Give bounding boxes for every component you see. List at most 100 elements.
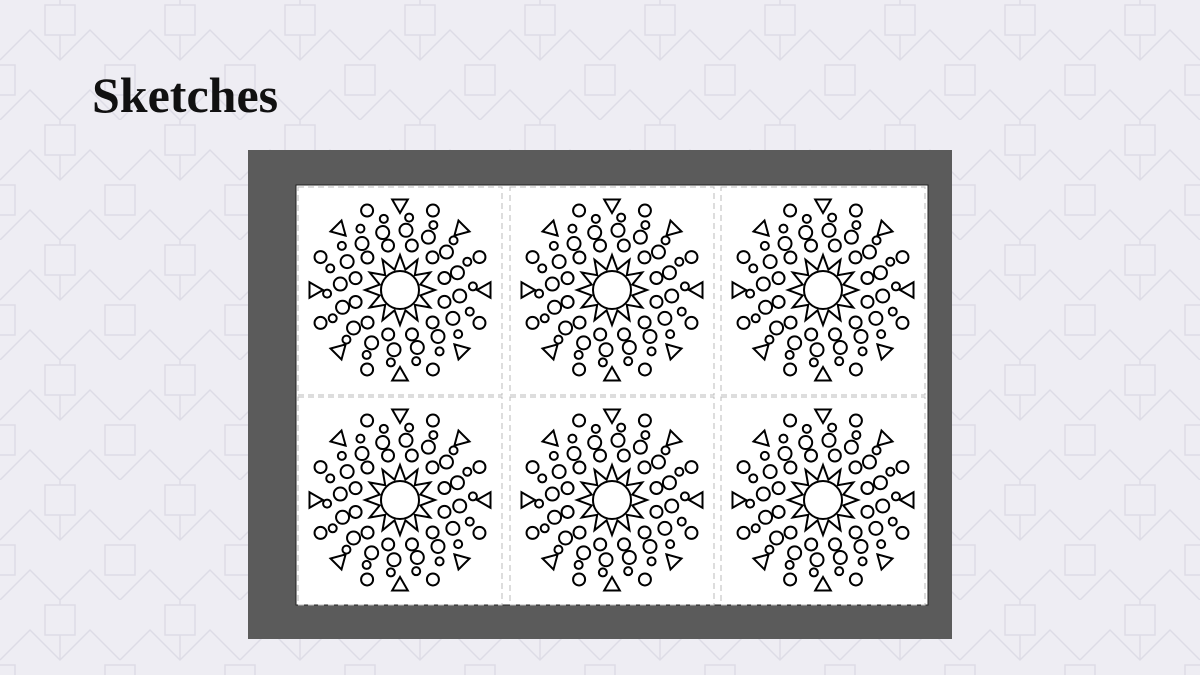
ring-circle bbox=[637, 362, 652, 377]
ring-circle bbox=[525, 315, 540, 330]
ring-triangle bbox=[875, 218, 895, 238]
ring-circle bbox=[525, 525, 540, 540]
ring-circle bbox=[762, 464, 778, 480]
tile-outline bbox=[509, 186, 715, 396]
ring-circle bbox=[637, 525, 652, 540]
ring-circle bbox=[857, 346, 868, 357]
ring-circle bbox=[853, 328, 869, 344]
ring-triangle bbox=[687, 280, 704, 300]
ring-circle bbox=[827, 448, 842, 463]
ring-circle bbox=[534, 498, 545, 509]
ring-circle bbox=[769, 320, 785, 336]
ring-circle bbox=[771, 504, 786, 519]
ring-circle bbox=[437, 481, 452, 496]
tile-outline bbox=[720, 396, 926, 606]
ring-circle bbox=[748, 263, 759, 274]
ring-triangle bbox=[731, 490, 748, 510]
ring-circle bbox=[759, 240, 770, 251]
ring-triangle bbox=[390, 408, 410, 425]
ring-circle bbox=[572, 362, 587, 377]
ring-circle bbox=[551, 254, 567, 270]
ring-circle bbox=[313, 460, 328, 475]
ring-circle bbox=[467, 491, 478, 502]
ring-circle bbox=[420, 229, 436, 245]
ring-circle bbox=[610, 432, 626, 448]
ring-triangle bbox=[452, 428, 472, 448]
ring-circle bbox=[437, 504, 452, 519]
ring-circle bbox=[745, 288, 756, 299]
star bbox=[574, 252, 650, 328]
ring-circle bbox=[640, 220, 651, 231]
ring-triangle bbox=[664, 428, 684, 448]
ring-circle bbox=[386, 342, 402, 358]
ring-circle bbox=[778, 223, 789, 234]
ring-circle bbox=[804, 238, 819, 253]
ring-circle bbox=[576, 335, 592, 351]
ring-circle bbox=[783, 250, 798, 265]
ring-circle bbox=[610, 222, 626, 238]
ring-circle bbox=[843, 439, 859, 455]
ring-circle bbox=[640, 430, 651, 441]
ring-circle bbox=[398, 222, 414, 238]
ring-circle bbox=[404, 537, 419, 552]
ring-circle bbox=[590, 423, 601, 434]
ring-circle bbox=[623, 356, 634, 367]
ring-circle bbox=[598, 342, 614, 358]
ring-circle bbox=[848, 315, 863, 330]
ring-circle bbox=[801, 423, 812, 434]
tile-outline bbox=[297, 396, 503, 606]
ring-circle bbox=[621, 339, 637, 355]
ring-circle bbox=[411, 566, 422, 577]
ring-circle bbox=[404, 238, 419, 253]
ring-circle bbox=[621, 549, 637, 565]
ring-circle bbox=[684, 250, 699, 265]
ring-circle bbox=[548, 240, 559, 251]
ring-circle bbox=[425, 362, 440, 377]
ring-circle bbox=[755, 276, 771, 292]
ring-circle bbox=[547, 509, 563, 525]
ring-circle bbox=[665, 539, 676, 550]
ring-circle bbox=[437, 294, 452, 309]
ring-triangle bbox=[390, 198, 410, 215]
ring-circle bbox=[649, 481, 664, 496]
center-circle bbox=[803, 270, 843, 310]
center-circle bbox=[380, 270, 420, 310]
ring-circle bbox=[632, 439, 648, 455]
ring-circle bbox=[657, 310, 673, 326]
ring-circle bbox=[348, 481, 363, 496]
ring-circle bbox=[623, 566, 634, 577]
ring-circle bbox=[649, 271, 664, 286]
ring-circle bbox=[360, 250, 375, 265]
ring-circle bbox=[464, 306, 475, 317]
ring-circle bbox=[860, 481, 875, 496]
ring-circle bbox=[339, 464, 355, 480]
ring-circle bbox=[462, 466, 473, 477]
ring-circle bbox=[895, 460, 910, 475]
ring-circle bbox=[378, 423, 389, 434]
ring-circle bbox=[736, 525, 751, 540]
ring-circle bbox=[834, 566, 845, 577]
star bbox=[785, 462, 861, 538]
ring-circle bbox=[472, 525, 487, 540]
ring-circle bbox=[679, 281, 690, 292]
ring-circle bbox=[573, 559, 584, 570]
ring-circle bbox=[642, 538, 658, 554]
center-circle bbox=[592, 270, 632, 310]
mandala-tile bbox=[297, 396, 503, 606]
ring-circle bbox=[355, 433, 366, 444]
ring-circle bbox=[809, 552, 825, 568]
ring-circle bbox=[834, 356, 845, 367]
ring-circle bbox=[895, 250, 910, 265]
ring-circle bbox=[876, 329, 887, 340]
ring-circle bbox=[783, 525, 798, 540]
ring-circle bbox=[346, 320, 362, 336]
ring-circle bbox=[525, 250, 540, 265]
ring-circle bbox=[736, 250, 751, 265]
ring-circle bbox=[566, 446, 582, 462]
ring-triangle bbox=[687, 490, 704, 510]
ring-circle bbox=[560, 271, 575, 286]
ring-circle bbox=[348, 271, 363, 286]
center-circle bbox=[803, 480, 843, 520]
star bbox=[574, 462, 650, 538]
ring-circle bbox=[360, 203, 375, 218]
